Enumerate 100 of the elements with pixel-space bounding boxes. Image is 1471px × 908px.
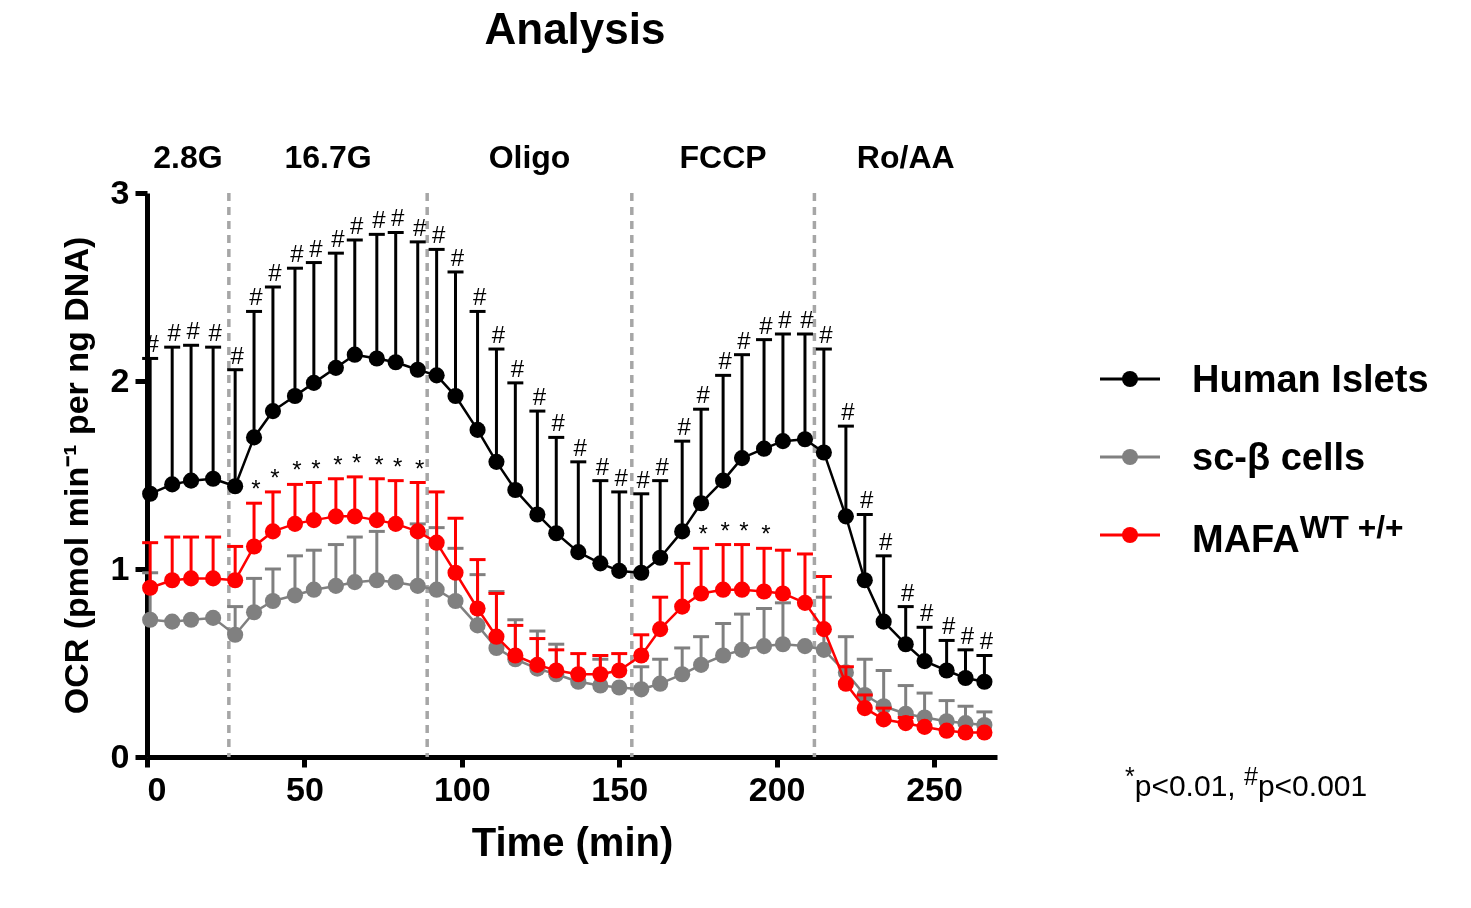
point — [796, 638, 814, 655]
point — [428, 367, 445, 384]
point — [916, 653, 933, 670]
point — [652, 621, 669, 638]
annotation: * — [720, 516, 730, 544]
point — [548, 662, 565, 679]
point — [592, 555, 609, 572]
point — [164, 572, 181, 589]
point — [976, 673, 993, 690]
point — [305, 581, 322, 598]
annotation: # — [309, 234, 324, 262]
annotation: # — [595, 452, 610, 480]
point — [447, 564, 464, 581]
x-tick-label: 250 — [906, 769, 963, 808]
annotation: # — [614, 463, 629, 491]
point — [205, 570, 222, 587]
point — [733, 450, 751, 467]
point — [875, 613, 892, 630]
x-tick-label: 50 — [285, 769, 324, 808]
point — [897, 715, 914, 732]
point — [507, 481, 524, 499]
annotation: # — [960, 621, 975, 649]
point — [837, 675, 854, 692]
point — [305, 374, 322, 391]
annotation: # — [655, 452, 670, 480]
point — [428, 534, 445, 551]
annotation: # — [800, 306, 815, 333]
annotation: # — [472, 283, 487, 311]
point — [227, 572, 244, 589]
annotation: # — [431, 221, 446, 249]
annotation: # — [450, 243, 465, 271]
point — [368, 512, 385, 529]
point — [774, 433, 791, 450]
point — [469, 617, 486, 634]
point — [957, 724, 974, 741]
annotation: # — [919, 599, 934, 627]
annotation: # — [551, 409, 566, 437]
annotation: # — [331, 225, 346, 253]
annotation: # — [208, 319, 223, 347]
legend-label: Human Islets — [1192, 357, 1429, 401]
annotation: # — [413, 213, 428, 241]
annotation: * — [251, 475, 261, 503]
point — [693, 495, 710, 512]
point — [346, 346, 363, 363]
point — [715, 647, 732, 664]
point — [245, 538, 263, 555]
y-tick-label: 3 — [110, 172, 130, 211]
point — [428, 581, 445, 598]
point — [592, 666, 609, 683]
point — [164, 476, 181, 493]
point — [447, 387, 464, 405]
annotation: # — [532, 383, 547, 411]
point — [488, 453, 505, 470]
annotation: # — [759, 311, 774, 339]
point — [652, 675, 669, 692]
point — [409, 361, 426, 378]
annotation: * — [352, 448, 362, 476]
point — [286, 387, 304, 405]
annotation: * — [292, 456, 302, 484]
point — [469, 600, 486, 617]
annotation: # — [860, 486, 875, 514]
point — [715, 472, 732, 489]
annotation: * — [415, 454, 425, 482]
legend-label: sc-β cells — [1192, 435, 1366, 479]
point — [957, 669, 974, 687]
point — [796, 594, 814, 611]
point — [755, 638, 773, 655]
annotation: * — [739, 516, 749, 544]
point — [286, 587, 304, 604]
point — [327, 508, 344, 525]
point — [142, 611, 159, 628]
point — [633, 564, 650, 581]
point — [529, 656, 546, 673]
point — [897, 636, 914, 653]
annotation: # — [841, 398, 856, 426]
point — [327, 577, 344, 594]
point — [346, 508, 363, 525]
point — [693, 585, 710, 602]
point — [856, 700, 873, 717]
point — [245, 604, 263, 621]
point — [183, 472, 200, 489]
point — [875, 711, 892, 728]
point — [387, 574, 404, 591]
point — [227, 626, 244, 643]
point — [183, 611, 200, 628]
point — [529, 506, 546, 523]
point — [856, 572, 873, 589]
y-tick-label: 0 — [110, 736, 130, 775]
point — [264, 523, 281, 540]
point — [837, 508, 854, 525]
point — [368, 572, 385, 589]
point — [264, 403, 281, 420]
point — [733, 641, 751, 658]
y-tick-label: 1 — [110, 548, 130, 587]
point — [205, 609, 222, 626]
y-axis-title: OCR (pmol min⁻¹ per ng DNA) — [56, 236, 95, 715]
point — [368, 350, 385, 367]
point — [755, 583, 773, 600]
annotation: # — [737, 326, 752, 354]
x-tick-label: 150 — [591, 769, 649, 808]
